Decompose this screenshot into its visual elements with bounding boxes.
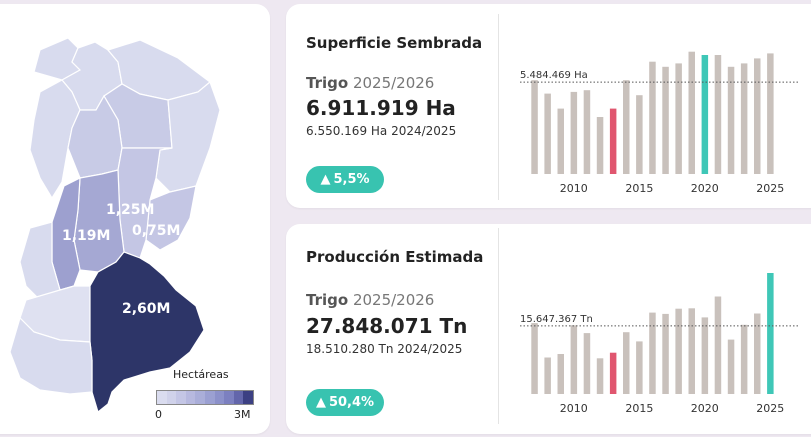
- crop-line: Trigo 2025/2026: [306, 291, 434, 309]
- bar-2021[interactable]: [714, 55, 722, 174]
- x-tick-label: 2025: [756, 402, 784, 415]
- bar-2022[interactable]: [727, 339, 735, 394]
- legend-swatch: [195, 391, 205, 404]
- change-value: 50,4%: [328, 395, 375, 410]
- legend-swatch: [224, 391, 234, 404]
- region-label-santa-fe: 0,75M: [132, 223, 181, 239]
- legend-swatch: [185, 391, 196, 404]
- bar-2019[interactable]: [688, 308, 696, 394]
- change-badge[interactable]: ▲ 5,5%: [306, 166, 384, 193]
- main-value: 6.911.919 Ha: [306, 96, 456, 120]
- bar-2014[interactable]: [623, 332, 630, 394]
- legend-swatch: [204, 391, 215, 404]
- bar-2013[interactable]: [609, 108, 617, 174]
- superficie-card: Superficie Sembrada Trigo 2025/2026 6.91…: [286, 4, 811, 208]
- superficie-chart: 5.484.469 Ha 2010 2015 2020 2025: [520, 51, 800, 195]
- bar-2016[interactable]: [649, 312, 656, 394]
- bar-2025[interactable]: [767, 53, 774, 174]
- bar-2007[interactable]: [531, 323, 538, 394]
- bar-2016[interactable]: [649, 61, 656, 175]
- x-tick-label: 2015: [625, 402, 653, 415]
- crop-name: Trigo: [306, 74, 349, 92]
- region-entre-rios[interactable]: [145, 185, 197, 251]
- region-cordoba[interactable]: [73, 169, 125, 273]
- bar-2009[interactable]: [557, 354, 565, 394]
- triangle-up-icon: ▲: [315, 395, 326, 410]
- bar-2013[interactable]: [609, 352, 617, 394]
- legend-swatch: [243, 391, 253, 404]
- legend-swatch: [166, 391, 177, 404]
- x-tick-label: 2010: [560, 402, 588, 415]
- produccion-card: Producción Estimada Trigo 2025/2026 27.8…: [286, 224, 811, 434]
- bar-2009[interactable]: [557, 108, 565, 174]
- reference-label: 15.647.367 Tn: [520, 314, 593, 325]
- bar-2018[interactable]: [675, 63, 682, 174]
- x-tick-label: 2015: [625, 182, 653, 195]
- bar-2023[interactable]: [740, 324, 748, 394]
- legend-min: 0: [155, 408, 162, 421]
- change-badge[interactable]: ▲ 50,4%: [306, 389, 384, 416]
- previous-value: 6.550.169 Ha 2024/2025: [306, 124, 457, 138]
- legend-swatch: [214, 391, 225, 404]
- change-value: 5,5%: [333, 172, 370, 187]
- main-value: 27.848.071 Tn: [306, 314, 468, 338]
- region-label-cordoba: 1,25M: [106, 202, 155, 218]
- bar-2025[interactable]: [767, 273, 774, 394]
- region-label-buenos-aires: 2,60M: [122, 301, 171, 317]
- bar-2014[interactable]: [623, 80, 630, 174]
- bar-2010[interactable]: [570, 325, 578, 394]
- bar-2012[interactable]: [596, 117, 604, 174]
- x-tick-label: 2020: [691, 182, 719, 195]
- legend-swatch: [157, 391, 167, 404]
- previous-value: 18.510.280 Tn 2024/2025: [306, 342, 463, 356]
- legend-max: 3M: [234, 408, 251, 421]
- legend-swatch: [233, 391, 244, 404]
- bar-2019[interactable]: [688, 51, 696, 175]
- divider: [498, 228, 499, 424]
- bar-2015[interactable]: [636, 95, 643, 174]
- bar-2017[interactable]: [662, 313, 669, 394]
- card-title: Producción Estimada: [306, 248, 484, 266]
- bar-2015[interactable]: [636, 341, 643, 394]
- bar-2008[interactable]: [544, 357, 551, 395]
- bar-2012[interactable]: [596, 358, 604, 394]
- legend-swatch: [176, 391, 186, 404]
- produccion-chart: 15.647.367 Tn 2010 2015 2020 2025: [520, 273, 800, 415]
- region-rio-negro[interactable]: [9, 316, 93, 395]
- bar-2020[interactable]: [701, 317, 709, 394]
- bar-2020[interactable]: [701, 55, 709, 174]
- crop-season: 2025/2026: [352, 291, 435, 309]
- reference-label: 5.484.469 Ha: [520, 70, 588, 81]
- x-tick-label: 2020: [691, 402, 719, 415]
- crop-name: Trigo: [306, 291, 349, 309]
- map-card: 1,25M 1,19M 0,75M 2,60M Hectáreas 0 3M: [0, 4, 270, 434]
- region-catamarca[interactable]: [29, 79, 81, 200]
- argentina-map: [9, 37, 221, 414]
- bar-2022[interactable]: [727, 66, 735, 174]
- bar-2007[interactable]: [531, 80, 538, 174]
- bar-2010[interactable]: [570, 91, 578, 174]
- legend-title: Hectáreas: [173, 368, 229, 381]
- legend-color-scale: [156, 390, 254, 405]
- crop-line: Trigo 2025/2026: [306, 74, 434, 92]
- bar-2011[interactable]: [583, 90, 591, 174]
- x-tick-label: 2010: [560, 182, 588, 195]
- region-buenos-aires[interactable]: [89, 251, 205, 414]
- region-label-san-luis: 1,19M: [62, 228, 111, 244]
- divider: [498, 14, 499, 200]
- triangle-up-icon: ▲: [320, 172, 331, 187]
- bar-2024[interactable]: [754, 313, 761, 395]
- bar-2011[interactable]: [583, 333, 591, 394]
- bar-2017[interactable]: [662, 66, 669, 174]
- bar-2021[interactable]: [714, 296, 722, 395]
- x-tick-label: 2025: [756, 182, 784, 195]
- crop-season: 2025/2026: [352, 74, 435, 92]
- bar-2024[interactable]: [754, 58, 761, 174]
- bar-2023[interactable]: [740, 63, 748, 174]
- bar-2008[interactable]: [544, 93, 551, 174]
- card-title: Superficie Sembrada: [306, 34, 483, 52]
- bar-2018[interactable]: [675, 308, 682, 394]
